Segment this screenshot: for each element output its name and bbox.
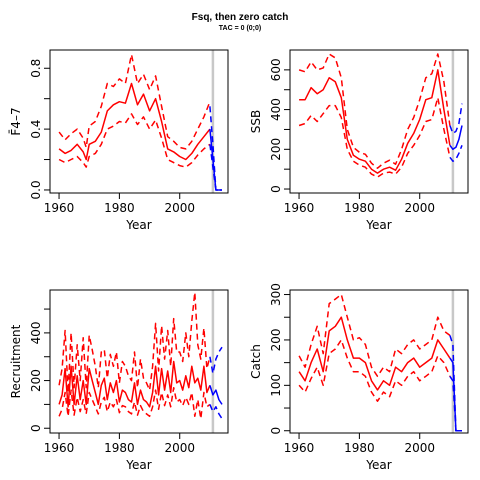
x-axis-label: Year: [365, 458, 391, 472]
x-tick-label: 1980: [344, 441, 375, 455]
figure-title: Fsq, then zero catch: [192, 12, 289, 23]
series-proj-upper: [449, 335, 462, 432]
y-tick-label: 0.4: [29, 120, 43, 139]
panel-catch: 1960 1980 2000 0 100 200 300 Year Catch: [249, 283, 469, 472]
series-median: [58, 360, 211, 408]
y-tick-label: 200: [269, 328, 283, 351]
series-median: [298, 316, 451, 391]
series-upper: [58, 291, 211, 394]
y-tick-label: 0.8: [29, 59, 43, 78]
x-axis-label: Year: [125, 218, 151, 232]
x-tick-label: 1980: [104, 201, 135, 215]
x-tick-label: 1960: [284, 201, 315, 215]
series-upper: [298, 293, 451, 378]
x-tick-label: 2000: [164, 201, 195, 215]
plot-frame: [289, 49, 469, 194]
series-proj-median: [209, 385, 223, 405]
series-lower: [298, 96, 451, 178]
y-tick-label: 100: [269, 374, 283, 397]
y-axis-label: F̄4–7: [9, 107, 23, 135]
series-median: [58, 82, 211, 161]
plot-frame: [49, 49, 229, 194]
y-tick-label: 0: [29, 424, 43, 432]
y-axis-label: Catch: [249, 344, 263, 379]
y-tick-label: 200: [29, 369, 43, 392]
y-tick-label: 0.0: [29, 180, 43, 199]
figure-subtitle: TAC = 0 (0;0): [219, 25, 261, 32]
series-lower: [298, 339, 451, 402]
series-proj-median: [449, 125, 463, 151]
y-tick-label: 0: [269, 185, 283, 193]
x-tick-label: 1960: [284, 441, 315, 455]
y-tick-label: 0: [269, 427, 283, 435]
x-tick-label: 1980: [344, 201, 375, 215]
y-tick-label: 300: [269, 283, 283, 306]
series-upper: [298, 53, 451, 169]
series-proj-upper: [209, 106, 222, 191]
x-tick-label: 2000: [164, 441, 195, 455]
x-tick-label: 2000: [404, 201, 435, 215]
panel-recruitment: 1960 1980 2000 0 200 400 Year Recruitment: [9, 289, 229, 472]
series-lower: [58, 113, 211, 168]
y-tick-label: 600: [269, 58, 283, 81]
series-median: [299, 69, 451, 174]
y-axis-label: SSB: [249, 110, 263, 133]
series-lower: [58, 386, 211, 420]
series-proj-upper: [209, 346, 223, 375]
y-tick-label: 400: [269, 98, 283, 121]
series-proj-lower: [449, 145, 463, 162]
x-axis-label: Year: [365, 218, 391, 232]
series-upper: [58, 53, 211, 150]
plot-frame: [49, 289, 229, 434]
series-proj-lower: [209, 144, 222, 191]
x-tick-label: 2000: [404, 441, 435, 455]
x-axis-label: Year: [125, 458, 151, 472]
panel-f-4-7: 1960 1980 2000 0.0 0.4 0.8 Year F̄4–7: [9, 49, 229, 232]
x-tick-label: 1960: [44, 201, 75, 215]
y-axis-label: Recruitment: [9, 324, 23, 398]
plot-frame: [289, 289, 469, 434]
panel-ssb: 1960 1980 2000 0 200 400 600 Year SSB: [249, 49, 469, 232]
y-tick-label: 200: [269, 138, 283, 161]
x-tick-label: 1980: [104, 441, 135, 455]
y-tick-label: 400: [29, 321, 43, 344]
series-proj-upper: [449, 103, 463, 135]
x-tick-label: 1960: [44, 441, 75, 455]
series-proj-lower: [209, 404, 223, 420]
